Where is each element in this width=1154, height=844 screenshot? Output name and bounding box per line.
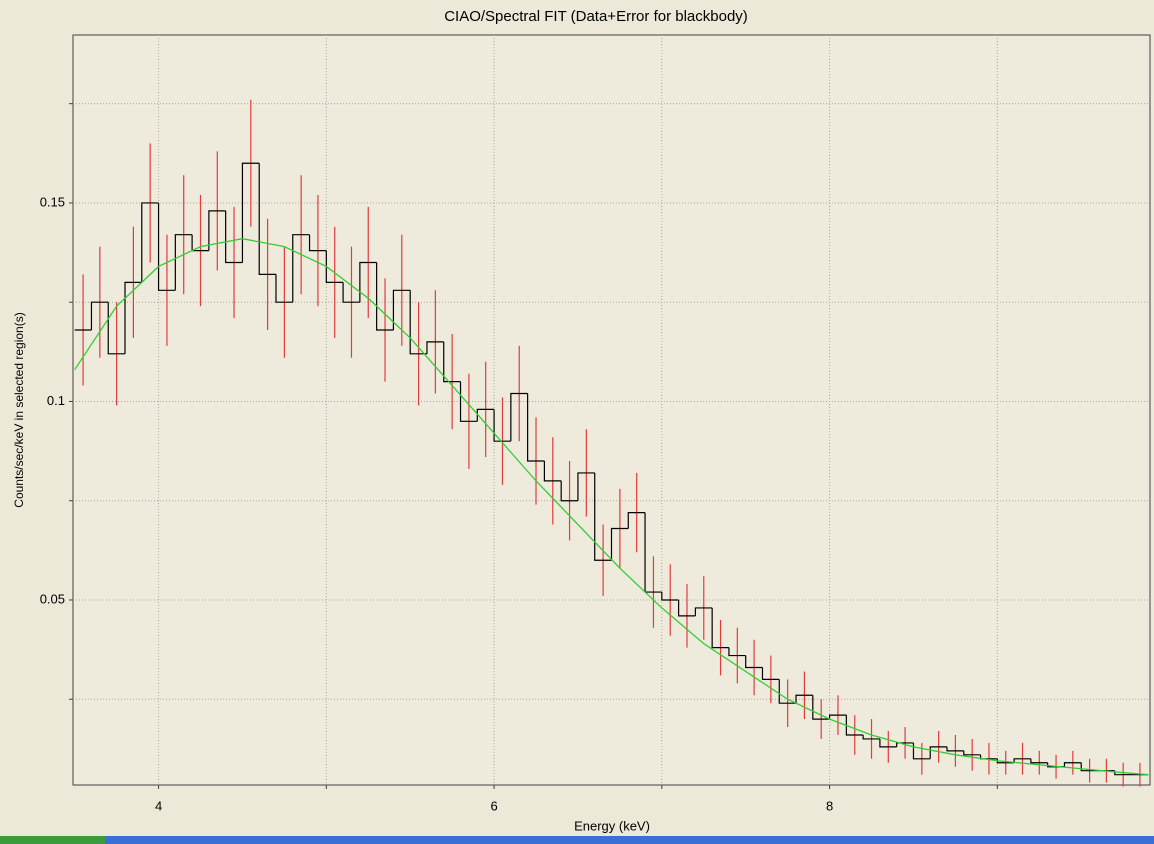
histogram-bin <box>443 341 461 383</box>
histogram-bin <box>828 714 847 720</box>
histogram-bin <box>392 289 411 330</box>
y-tick-label: 0.15 <box>40 194 65 209</box>
histogram-bin <box>996 758 1015 764</box>
histogram-bin <box>678 599 696 617</box>
histogram-bin <box>879 738 897 748</box>
histogram-bin <box>627 512 646 529</box>
histogram-bin <box>1013 758 1031 763</box>
histogram-bin <box>963 750 981 756</box>
histogram-bin <box>845 715 864 736</box>
y-tick-label: 0.05 <box>40 591 65 606</box>
histogram-bin <box>812 695 830 720</box>
histogram-bin <box>476 408 495 422</box>
x-axis-label: Energy (keV) <box>574 818 650 833</box>
histogram-bin <box>661 592 679 601</box>
y-axis-label: Counts/sec/keV in selected region(s) <box>12 312 26 507</box>
histogram-bin <box>141 202 159 283</box>
histogram-bin <box>258 163 276 276</box>
histogram-bin <box>929 746 948 759</box>
histogram-bin <box>359 261 377 303</box>
histogram-bin <box>342 282 360 303</box>
histogram-bin <box>728 647 746 657</box>
histogram-bin <box>543 461 562 482</box>
histogram-bin <box>594 472 612 561</box>
histogram-bin <box>527 393 545 462</box>
taskbar <box>0 836 1154 844</box>
histogram-bin <box>292 234 310 303</box>
histogram-bin <box>778 679 797 704</box>
histogram-bin <box>610 527 629 561</box>
histogram-bin <box>174 234 193 291</box>
histogram-bin <box>1030 758 1048 764</box>
histogram-bin <box>694 607 713 616</box>
histogram-bin <box>157 202 176 291</box>
x-tick-label: 8 <box>826 798 833 813</box>
histogram-bin <box>208 210 226 251</box>
histogram-bin <box>493 409 511 442</box>
histogram-bin <box>862 734 880 740</box>
histogram-bin <box>912 742 931 760</box>
histogram-bin <box>795 694 813 704</box>
start-button <box>0 836 105 844</box>
histogram-bin <box>275 274 293 303</box>
histogram-bin <box>325 250 344 283</box>
histogram-bin <box>308 234 327 252</box>
x-tick-label: 6 <box>490 798 497 813</box>
histogram-bin <box>510 392 528 442</box>
histogram-bin <box>426 341 444 354</box>
histogram-bin <box>577 472 595 501</box>
histogram-bin <box>409 290 427 355</box>
histogram-bin <box>711 607 729 649</box>
histogram-bin <box>376 262 394 331</box>
histogram-bin <box>90 301 109 330</box>
histogram-bin <box>225 210 243 264</box>
model-curve <box>74 238 1149 776</box>
histogram-bin <box>896 742 914 747</box>
y-tick-label: 0.1 <box>47 393 65 408</box>
chart-title: CIAO/Spectral FIT (Data+Error for blackb… <box>444 8 748 25</box>
histogram-bin <box>761 667 780 680</box>
histogram-bin <box>124 281 142 354</box>
histogram-bin <box>1063 762 1082 767</box>
histogram-bin <box>946 746 964 752</box>
histogram-bin <box>560 480 578 502</box>
x-tick-label: 4 <box>155 798 162 813</box>
histogram-bin <box>745 655 763 669</box>
plot-area <box>72 34 1151 786</box>
histogram-bin <box>241 162 260 263</box>
histogram-bin <box>1080 762 1098 772</box>
